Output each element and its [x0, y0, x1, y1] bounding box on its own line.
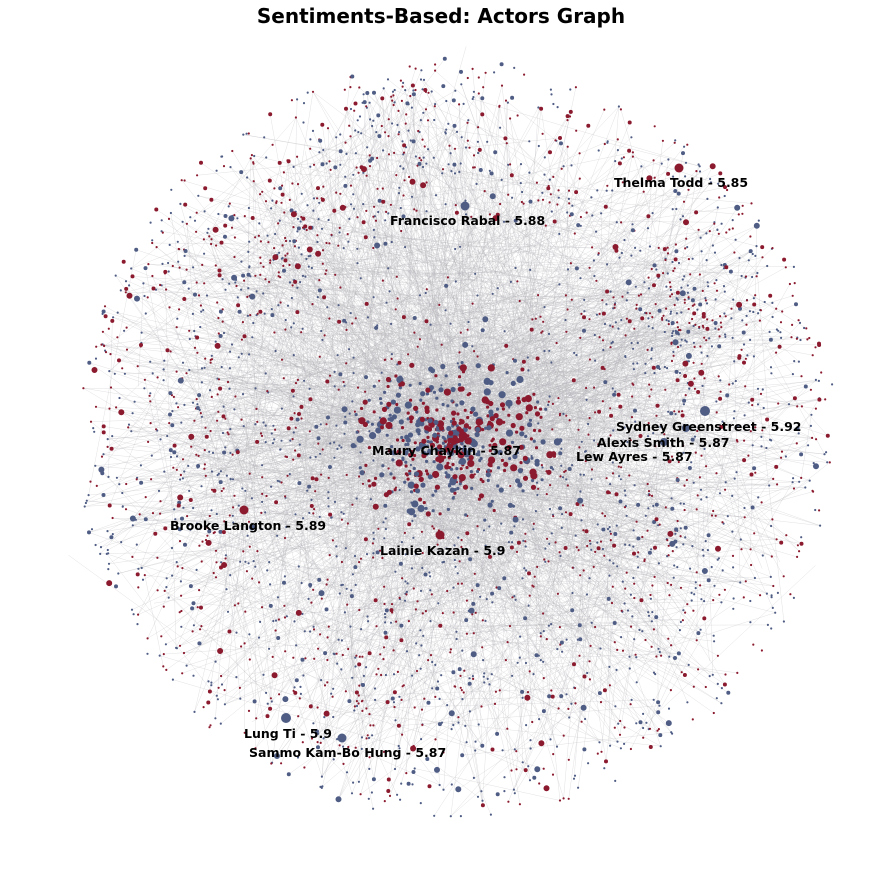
node-lung-ti	[281, 713, 291, 723]
label-thelma-todd: Thelma Todd - 5.85	[614, 175, 748, 190]
label-layer: Thelma Todd - 5.85 Francisco Rabal - 5.88…	[170, 175, 802, 760]
node-sydney-greenstreet	[700, 406, 710, 416]
graph-title: Sentiments-Based: Actors Graph	[256, 4, 626, 28]
node-lainie-kazan	[435, 530, 445, 540]
node-brooke-langton	[239, 505, 249, 515]
label-lew-ayres: Lew Ayres - 5.87	[576, 449, 693, 464]
node-thelma-todd	[674, 163, 684, 173]
node-layer	[82, 56, 834, 818]
node-sammo-kam-bo-hung	[337, 733, 347, 743]
labeled-node-layer	[239, 163, 710, 743]
node-alexis-smith	[682, 424, 690, 432]
label-sammo-kam-bo-hung: Sammo Kam-Bo Hung - 5.87	[249, 745, 446, 760]
red-nodes	[362, 362, 557, 517]
red-nodes	[358, 364, 554, 482]
label-sydney-greenstreet: Sydney Greenstreet - 5.92	[616, 419, 802, 434]
node-francisco-rabal	[460, 201, 470, 211]
label-francisco-rabal: Francisco Rabal - 5.88	[390, 213, 545, 228]
label-brooke-langton: Brooke Langton - 5.89	[170, 518, 326, 533]
label-lung-ti: Lung Ti - 5.9	[244, 726, 332, 741]
node-maury-chaykin	[458, 431, 468, 441]
label-alexis-smith: Alexis Smith - 5.87	[597, 435, 730, 450]
node-lew-ayres	[660, 438, 668, 446]
label-lainie-kazan: Lainie Kazan - 5.9	[380, 543, 505, 558]
label-maury-chaykin: Maury Chaykin - 5.87	[372, 443, 521, 458]
blue-nodes	[350, 363, 546, 514]
